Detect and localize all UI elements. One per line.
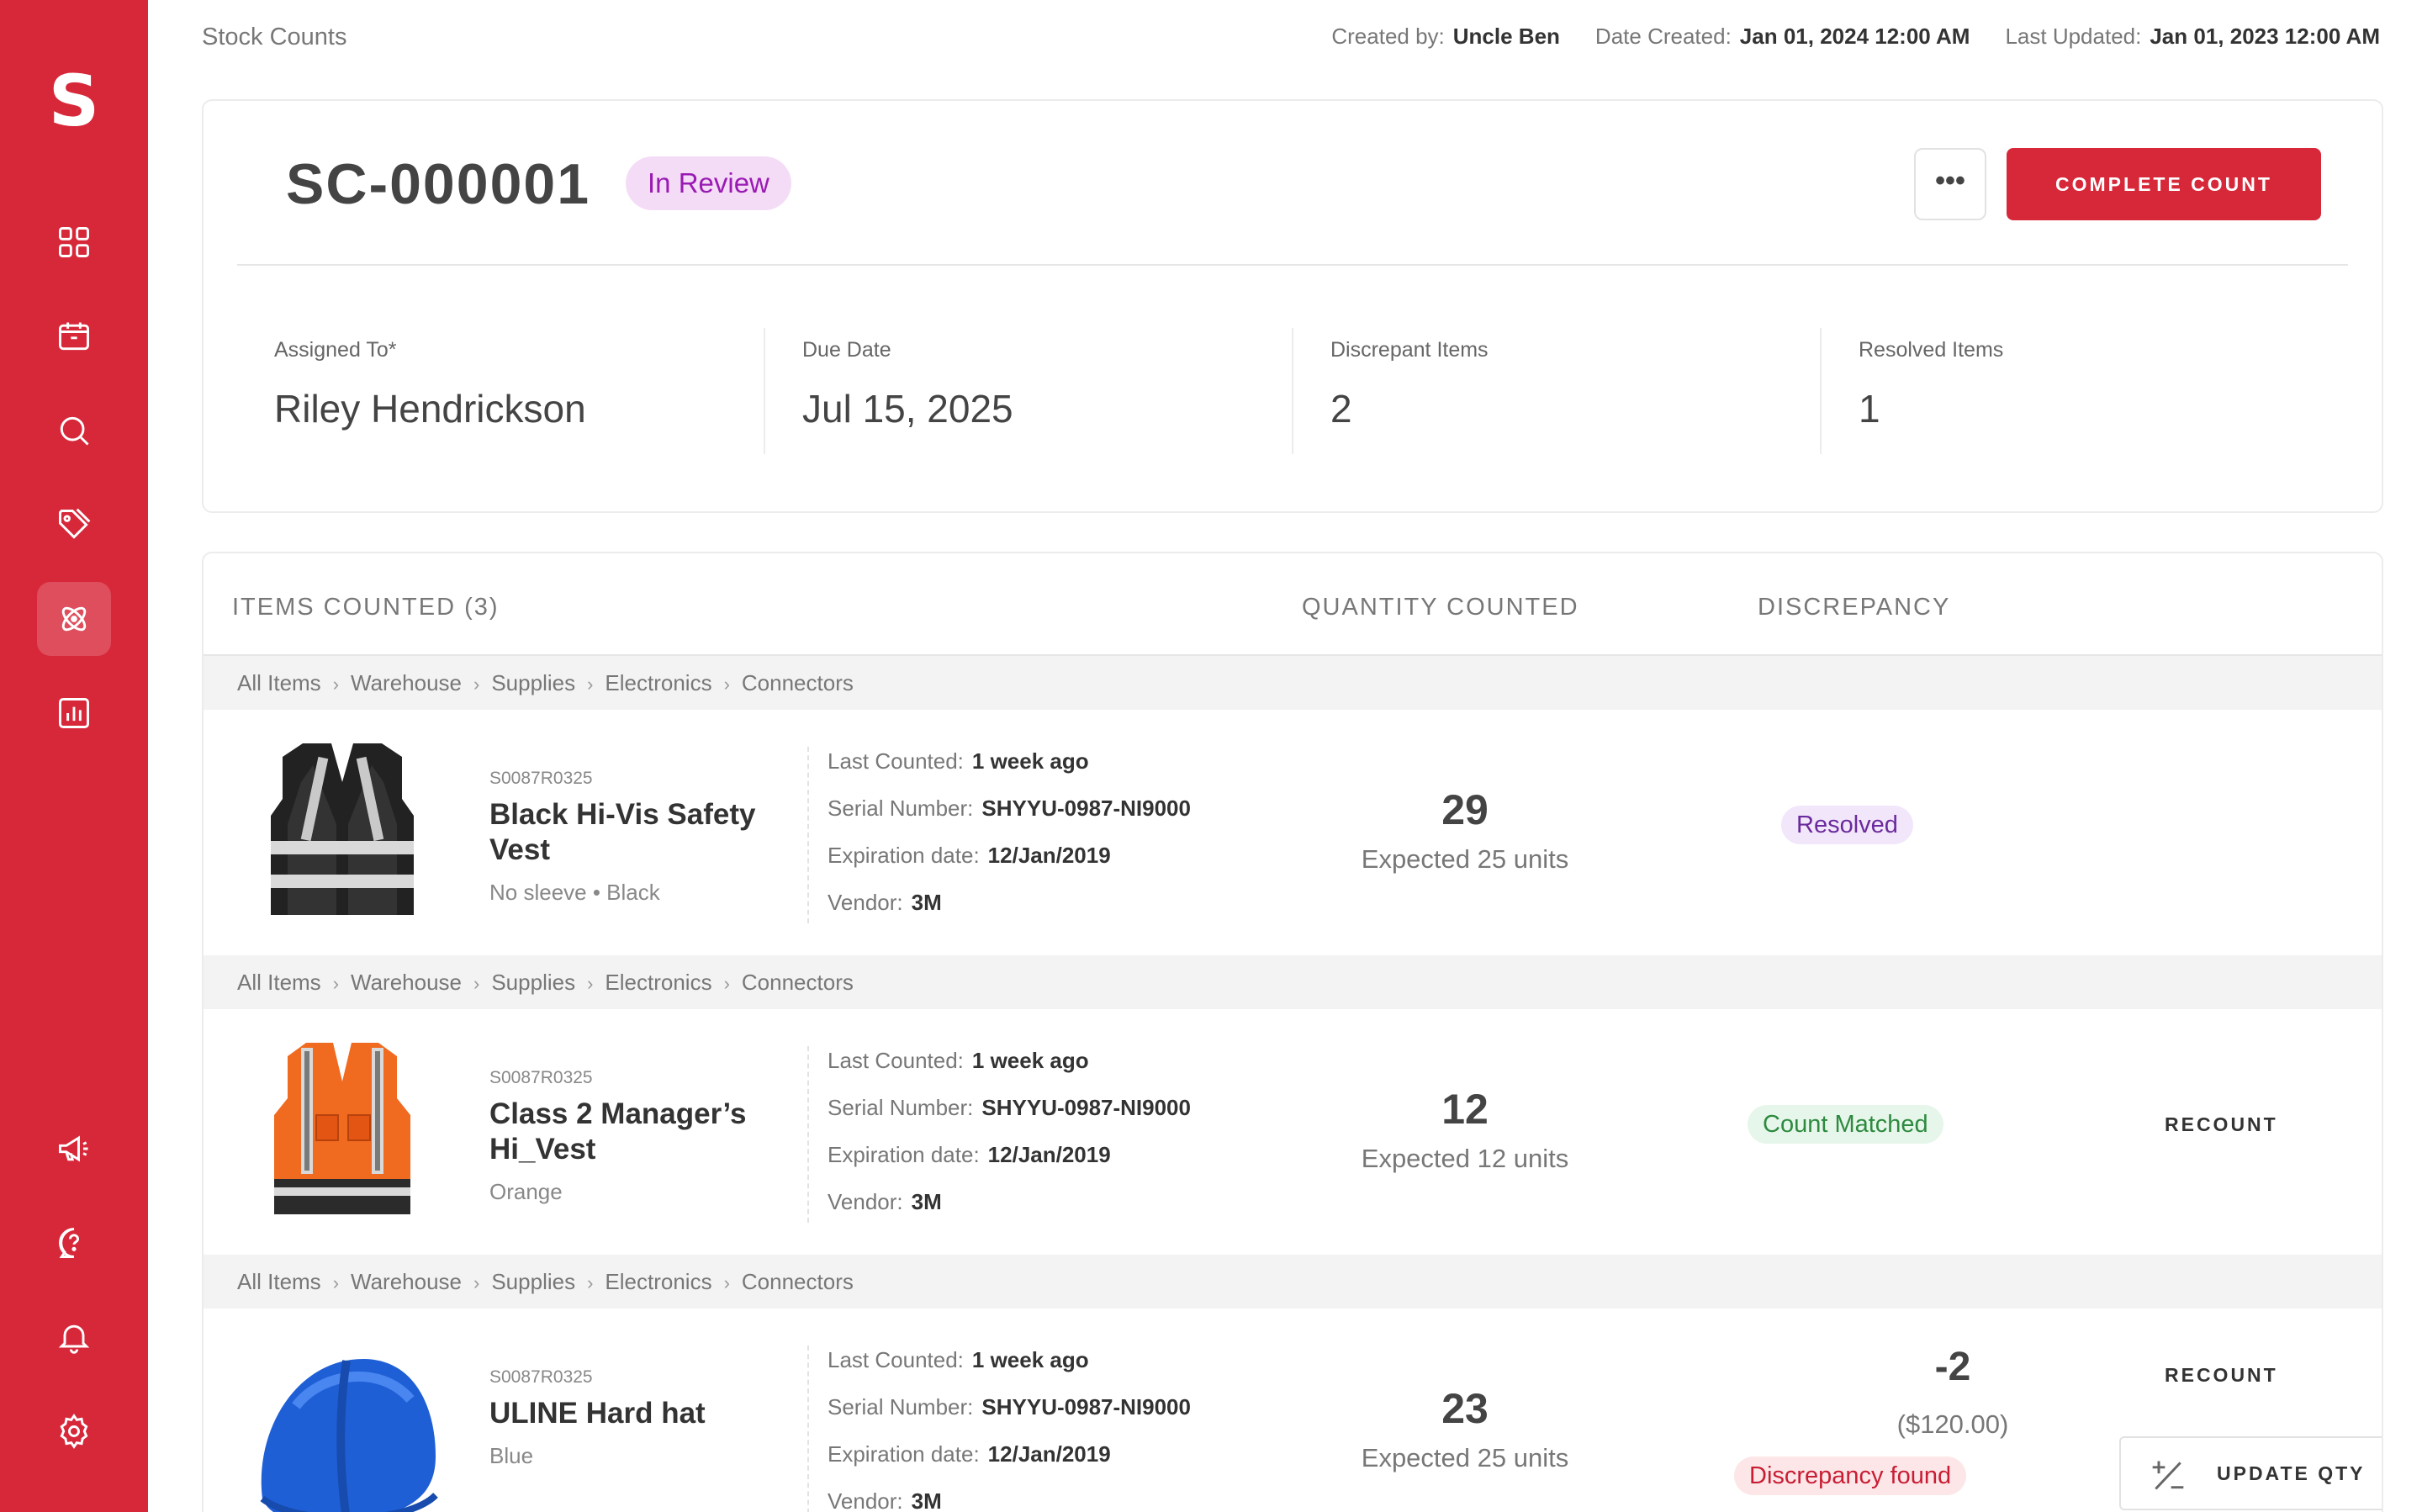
stat-discrepant-items: Discrepant Items 2 bbox=[1330, 338, 1489, 431]
product-image bbox=[237, 732, 447, 930]
complete-count-button[interactable]: COMPLETE COUNT bbox=[2007, 148, 2321, 220]
more-options-button[interactable]: ••• bbox=[1914, 148, 1986, 220]
created-by: Created by: Uncle Ben bbox=[1331, 24, 1560, 49]
app-logo[interactable]: S bbox=[48, 60, 100, 142]
column-header-discrepancy: DISCREPANCY bbox=[1758, 594, 1951, 621]
quantity-counted: 12 Expected 12 units bbox=[1361, 1086, 1569, 1173]
last-counted: Last Counted: 1 week ago bbox=[828, 1347, 1089, 1372]
gear-icon bbox=[60, 1414, 88, 1449]
item-variant: No sleeve • Black bbox=[489, 880, 660, 905]
status-badge: Resolved bbox=[1781, 806, 1913, 844]
nav-settings[interactable] bbox=[37, 1394, 111, 1468]
tag-icon bbox=[59, 508, 91, 539]
megaphone-icon bbox=[59, 1135, 88, 1162]
status-badge: Count Matched bbox=[1748, 1105, 1943, 1144]
vendor: Vendor: 3M bbox=[828, 1189, 942, 1214]
discrepancy-amount: ($120.00) bbox=[1896, 1409, 2009, 1439]
item-variant: Blue bbox=[489, 1443, 534, 1468]
plus-minus-icon bbox=[2152, 1461, 2184, 1490]
expiration-date: Expiration date: 12/Jan/2019 bbox=[828, 843, 1111, 868]
stat-due-date: Due Date Jul 15, 2025 bbox=[802, 338, 1013, 431]
nav-announcements[interactable] bbox=[37, 1112, 111, 1186]
last-counted: Last Counted: 1 week ago bbox=[828, 748, 1089, 774]
vendor: Vendor: 3M bbox=[828, 890, 942, 915]
quantity-counted: 23 Expected 25 units bbox=[1361, 1385, 1569, 1472]
grid-icon bbox=[59, 227, 89, 257]
serial-number: Serial Number: SHYYU-0987-NI9000 bbox=[828, 1095, 1191, 1120]
serial-number: Serial Number: SHYYU-0987-NI9000 bbox=[828, 796, 1191, 821]
divider bbox=[1820, 328, 1822, 454]
date-created: Date Created: Jan 01, 2024 12:00 AM bbox=[1594, 24, 1970, 49]
item-sku: S0087R0325 bbox=[489, 1367, 593, 1387]
item-sku: S0087R0325 bbox=[489, 769, 593, 788]
column-header-quantity: QUANTITY COUNTED bbox=[1302, 594, 1579, 621]
stat-resolved-items: Resolved Items 1 bbox=[1859, 338, 2004, 431]
nav-help[interactable] bbox=[37, 1206, 111, 1280]
page-title: SC-000001 bbox=[286, 152, 591, 216]
box-icon bbox=[59, 322, 89, 351]
bell-icon bbox=[58, 1324, 90, 1354]
quantity-counted: 29 Expected 25 units bbox=[1361, 786, 1569, 874]
product-image bbox=[237, 1330, 447, 1512]
item-name[interactable]: Black Hi-Vis Safety Vest bbox=[489, 798, 756, 866]
help-icon bbox=[59, 1228, 80, 1258]
column-header-items: ITEMS COUNTED (3) bbox=[232, 594, 500, 621]
record-meta: Created by: Uncle Ben Date Created: Jan 01… bbox=[1331, 24, 2380, 50]
divider bbox=[1292, 328, 1293, 454]
expiration-date: Expiration date: 12/Jan/2019 bbox=[828, 1142, 1111, 1167]
discrepancy-value: -2 bbox=[1934, 1345, 1971, 1389]
nav-tags[interactable] bbox=[37, 488, 111, 562]
nav-dashboard[interactable] bbox=[37, 205, 111, 279]
status-badge: In Review bbox=[626, 156, 791, 210]
status-badge: Discrepancy found bbox=[1734, 1456, 1967, 1495]
table-row: S0087R0325 Black Hi-Vis Safety Vest No s… bbox=[204, 710, 2382, 955]
page-breadcrumb[interactable]: Stock Counts bbox=[202, 24, 347, 50]
item-breadcrumb: All Items › Warehouse › Supplies › Electronics… bbox=[204, 955, 2382, 1009]
product-image bbox=[237, 1031, 447, 1229]
item-sku: S0087R0325 bbox=[489, 1068, 593, 1087]
item-name[interactable]: Class 2 Manager’s Hi_Vest bbox=[489, 1097, 747, 1166]
search-icon bbox=[60, 416, 89, 446]
divider bbox=[807, 747, 809, 923]
table-row: S0087R0325 Class 2 Manager’s Hi_Vest Ora… bbox=[204, 1009, 2382, 1255]
divider bbox=[764, 328, 765, 454]
divider bbox=[807, 1046, 809, 1223]
nav-notifications[interactable] bbox=[37, 1300, 111, 1374]
items-table: ITEMS COUNTED (3) QUANTITY COUNTED DISCR… bbox=[202, 552, 2383, 1512]
item-variant: Orange bbox=[489, 1179, 563, 1204]
recount-button[interactable]: RECOUNT bbox=[2165, 1364, 2278, 1386]
nav-reports[interactable] bbox=[37, 676, 111, 750]
nav-inventory[interactable] bbox=[37, 299, 111, 373]
divider bbox=[237, 264, 2348, 266]
divider bbox=[807, 1345, 809, 1512]
sidebar: S bbox=[0, 0, 148, 1512]
table-row: S0087R0325 ULINE Hard hat Blue Last Coun… bbox=[204, 1308, 2382, 1512]
stat-assigned-to: Assigned To* Riley Hendrickson bbox=[274, 338, 586, 431]
item-breadcrumb: All Items › Warehouse › Supplies › Electronics… bbox=[204, 1255, 2382, 1308]
nav-stock-counts[interactable] bbox=[37, 582, 111, 656]
recount-button[interactable]: RECOUNT bbox=[2165, 1113, 2278, 1135]
last-counted: Last Counted: 1 week ago bbox=[828, 1048, 1089, 1073]
item-breadcrumb: All Items › Warehouse › Supplies › Electronics… bbox=[204, 656, 2382, 710]
stock-count-summary-card: SC-000001 In Review ••• COMPLETE COUNT A… bbox=[202, 99, 2383, 513]
divider bbox=[204, 654, 2382, 656]
last-updated: Last Updated: Jan 01, 2023 12:00 AM bbox=[2005, 24, 2380, 49]
serial-number: Serial Number: SHYYU-0987-NI9000 bbox=[828, 1394, 1191, 1419]
atom-icon bbox=[61, 606, 87, 632]
nav-search[interactable] bbox=[37, 394, 111, 468]
bar-chart-icon bbox=[59, 698, 89, 728]
update-qty-button[interactable]: UPDATE QTY bbox=[2119, 1436, 2382, 1510]
item-name[interactable]: ULINE Hard hat bbox=[489, 1397, 706, 1430]
vendor: Vendor: 3M bbox=[828, 1488, 942, 1512]
expiration-date: Expiration date: 12/Jan/2019 bbox=[828, 1441, 1111, 1467]
